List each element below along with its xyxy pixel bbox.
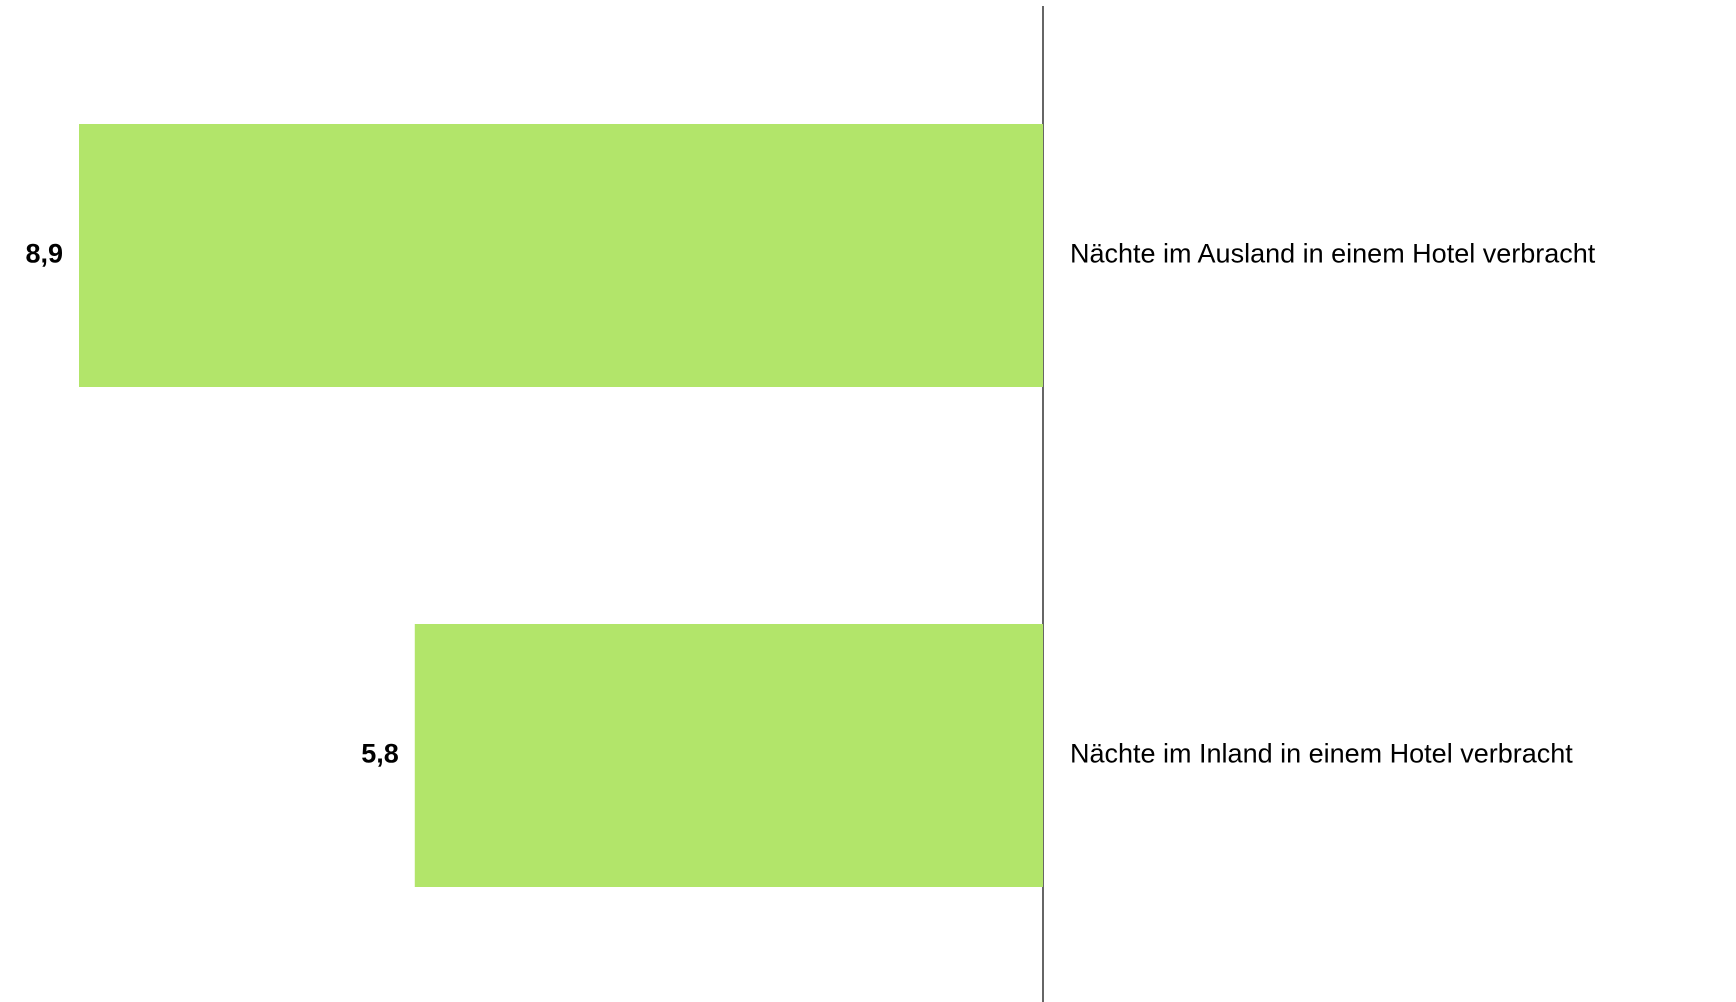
value-label: 8,9	[25, 239, 63, 269]
category-label: Nächte im Ausland in einem Hotel verbrac…	[1070, 239, 1596, 269]
category-label: Nächte im Inland in einem Hotel verbrach…	[1070, 739, 1573, 769]
bar	[414, 624, 1043, 887]
bar	[79, 124, 1043, 387]
value-label: 5,8	[361, 739, 399, 769]
